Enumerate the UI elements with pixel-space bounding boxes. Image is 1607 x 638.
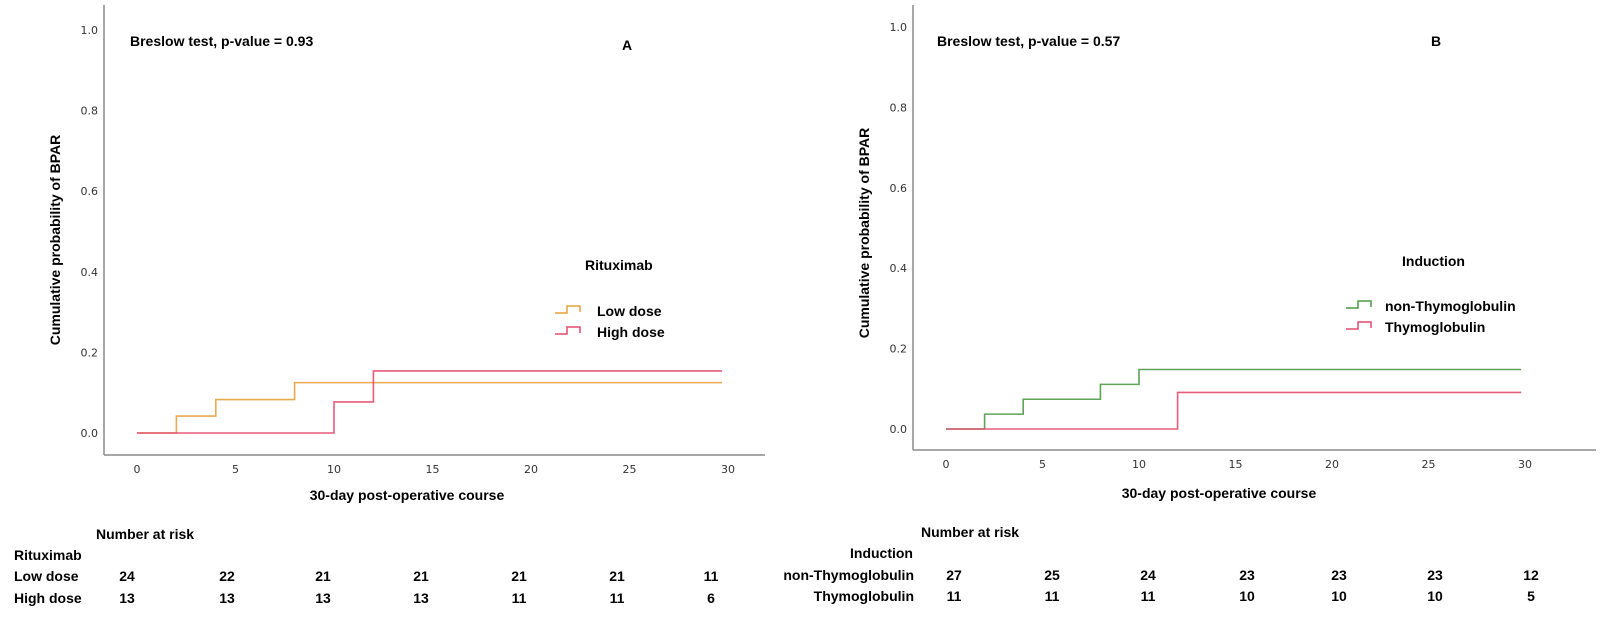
risk-count: 12 [1523,567,1539,583]
x-tick-label: 30 [721,463,735,476]
x-tick-label: 25 [1422,458,1436,471]
y-tick-label: 0.0 [890,423,908,436]
number-at-risk-table: Number at risk Rituximab Low dose 24 22 21 21 2… [14,526,719,606]
x-axis-label: 30-day post-operative course [1122,485,1317,501]
legend-step-icon [555,305,581,314]
risk-table-group-label: Rituximab [14,547,82,563]
risk-count: 13 [119,590,135,606]
risk-count: 24 [119,568,135,584]
risk-count: 11 [610,590,625,606]
risk-table-title: Number at risk [921,524,1019,540]
legend-step-icon [1346,321,1372,330]
risk-count: 10 [1239,588,1255,604]
risk-count: 13 [219,590,235,606]
risk-count: 5 [1527,588,1535,604]
panel-label: A [622,37,632,53]
y-tick-label: 0.8 [890,101,908,114]
legend-title: Induction [1402,253,1465,269]
risk-count: 23 [1427,567,1443,583]
legend-item-label: non-Thymoglobulin [1385,298,1516,314]
legend-item-label: Low dose [597,303,662,319]
y-tick-label: 1.0 [81,24,99,37]
risk-count: 23 [1331,567,1347,583]
risk-table-group-label: Induction [850,545,913,561]
y-tick-label: 0.2 [81,346,99,359]
risk-count: 13 [315,590,331,606]
km-curve-thymoglobulin [946,391,1522,430]
y-tick-label: 0.4 [890,262,908,275]
x-tick-label: 30 [1518,458,1532,471]
risk-row-label: Thymoglobulin [814,588,914,604]
x-tick-label: 10 [327,463,341,476]
breslow-test-annotation: Breslow test, p-value = 0.93 [130,33,313,49]
y-tick-label: 0.4 [81,266,99,279]
risk-count: 11 [947,588,962,604]
y-tick-label: 1.0 [890,21,908,34]
panel-a: 0.0 0.2 0.4 0.6 0.8 1.0 0 5 10 15 20 25 30 Cumulative… [14,5,765,606]
legend-item-label: Thymoglobulin [1385,319,1485,335]
panel-b: 0.0 0.2 0.4 0.6 0.8 1.0 0 5 10 15 20 25 30 Cumulative… [783,5,1596,604]
risk-count: 27 [946,567,962,583]
x-axis-label: 30-day post-operative course [310,487,505,503]
risk-count: 25 [1044,567,1060,583]
x-tick-label: 5 [1039,458,1046,471]
y-tick-label: 0.2 [890,343,908,356]
x-tick-label: 0 [943,458,950,471]
x-tick-label: 15 [426,463,440,476]
y-axis-label: Cumulative probability of BPAR [47,135,63,346]
y-tick-label: 0.8 [81,105,99,118]
risk-count: 10 [1331,588,1347,604]
risk-count: 21 [609,568,625,584]
risk-row-label: High dose [14,590,82,606]
risk-row-label: non-Thymoglobulin [783,567,914,583]
risk-count: 21 [413,568,429,584]
legend-title: Rituximab [585,257,653,273]
legend-item-label: High dose [597,324,665,340]
x-tick-label: 25 [623,463,637,476]
x-tick-label: 15 [1229,458,1243,471]
x-tick-label: 20 [1325,458,1339,471]
risk-count: 13 [413,590,429,606]
breslow-test-annotation: Breslow test, p-value = 0.57 [937,33,1120,49]
y-tick-label: 0.0 [81,427,99,440]
risk-count: 6 [707,590,715,606]
risk-row-label: Low dose [14,568,79,584]
x-tick-label: 10 [1132,458,1146,471]
x-tick-label: 5 [232,463,239,476]
risk-count: 11 [512,590,527,606]
km-curve-non-thymoglobulin [946,368,1522,430]
risk-count: 11 [1141,588,1156,604]
risk-count: 10 [1427,588,1443,604]
risk-count: 22 [219,568,235,584]
legend-step-icon [1346,300,1372,309]
risk-count: 21 [511,568,527,584]
risk-count: 24 [1140,567,1156,583]
risk-table-title: Number at risk [96,526,194,542]
y-tick-label: 0.6 [81,185,99,198]
risk-count: 11 [1045,588,1060,604]
km-curve-high-dose [137,370,723,434]
y-tick-label: 0.6 [890,182,908,195]
number-at-risk-table: Number at risk Induction non-Thymoglobulin… [783,524,1539,604]
km-curve-low-dose [137,381,723,434]
y-axis-label: Cumulative probability of BPAR [856,128,872,339]
x-tick-label: 0 [134,463,141,476]
x-tick-label: 20 [524,463,538,476]
risk-count: 11 [704,568,719,584]
risk-count: 23 [1239,567,1255,583]
risk-count: 21 [315,568,331,584]
panel-label: B [1431,33,1441,49]
legend-step-icon [555,326,581,335]
